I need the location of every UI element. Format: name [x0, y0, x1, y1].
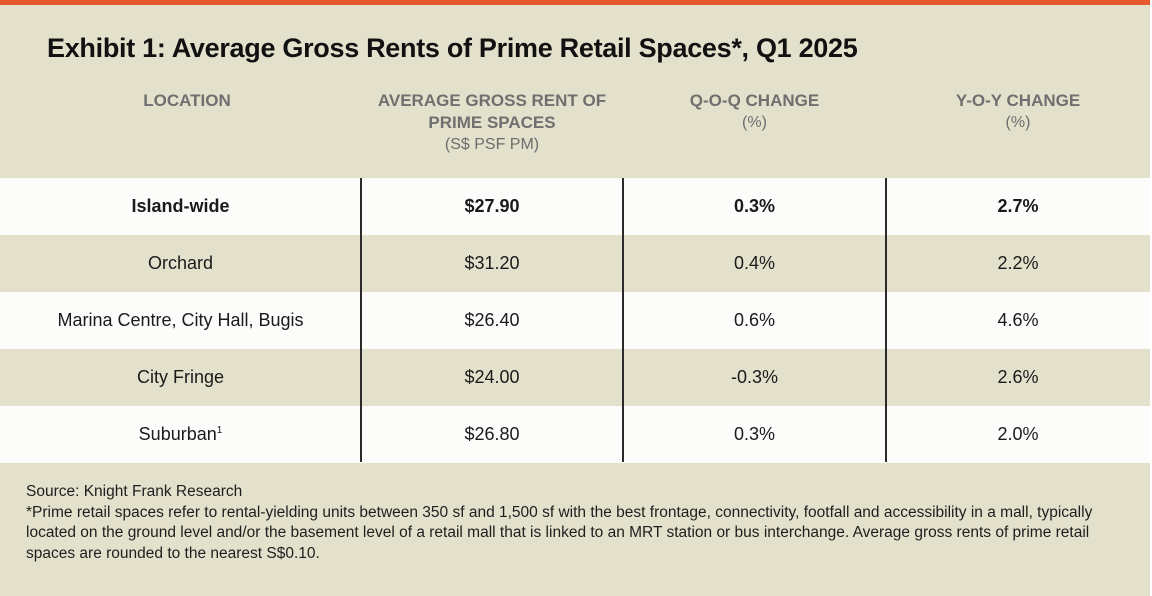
- rents-table: Island-wide $27.90 0.3% 2.7% Orchard $31…: [0, 178, 1150, 463]
- cell-yoy: 4.6%: [997, 310, 1039, 330]
- cell-qoq: 0.6%: [733, 310, 776, 330]
- cell-yoy: 2.6%: [997, 367, 1039, 387]
- notes-section: Source: Knight Frank Research *Prime ret…: [26, 482, 1126, 564]
- cell-location: Suburban1: [0, 406, 361, 463]
- table-header-row: LOCATION AVERAGE GROSS RENT OF PRIME SPA…: [0, 90, 1150, 178]
- table-row: Suburban1 $26.80 0.3% 2.0%: [0, 406, 1150, 463]
- header-rent-label: AVERAGE GROSS RENT OF PRIME SPACES: [377, 91, 607, 132]
- column-divider: [622, 178, 624, 462]
- footnote-text: *Prime retail spaces refer to rental-yie…: [26, 503, 1093, 562]
- location-name: Suburban: [138, 424, 217, 444]
- cell-qoq: 0.3%: [733, 424, 776, 444]
- cell-yoy: 2.0%: [997, 424, 1039, 444]
- cell-rent: $24.00: [464, 367, 520, 387]
- source-note: Source: Knight Frank Research: [26, 483, 243, 500]
- table-row: Orchard $31.20 0.4% 2.2%: [0, 235, 1150, 292]
- cell-qoq: -0.3%: [730, 367, 779, 387]
- cell-rent: $26.40: [464, 310, 520, 330]
- header-yoy-unit: (%): [1005, 114, 1031, 131]
- footnote-marker: 1: [216, 425, 223, 436]
- exhibit-title: Exhibit 1: Average Gross Rents of Prime …: [47, 33, 858, 63]
- table-row: Marina Centre, City Hall, Bugis $26.40 0…: [0, 292, 1150, 349]
- header-qoq-change: Q-O-Q CHANGE (%): [623, 90, 886, 134]
- column-divider: [885, 178, 887, 462]
- cell-rent: $26.80: [464, 424, 520, 444]
- header-yoy-change: Y-O-Y CHANGE (%): [886, 90, 1150, 134]
- table-row: City Fringe $24.00 -0.3% 2.6%: [0, 349, 1150, 406]
- cell-qoq: 0.4%: [733, 253, 776, 273]
- header-yoy-label: Y-O-Y CHANGE: [955, 91, 1081, 110]
- cell-location: City Fringe: [136, 367, 225, 387]
- header-location-label: LOCATION: [143, 91, 231, 110]
- header-rent-unit: (S$ PSF PM): [444, 136, 540, 153]
- cell-location: Marina Centre, City Hall, Bugis: [57, 310, 304, 330]
- cell-qoq: 0.3%: [733, 196, 776, 216]
- header-location: LOCATION: [47, 90, 327, 112]
- cell-rent: $31.20: [464, 253, 520, 273]
- cell-location: Island-wide: [131, 196, 230, 216]
- cell-location: Orchard: [147, 253, 214, 273]
- header-qoq-label: Q-O-Q CHANGE: [689, 91, 820, 110]
- cell-yoy: 2.2%: [997, 253, 1039, 273]
- column-divider: [360, 178, 362, 462]
- header-average-gross-rent: AVERAGE GROSS RENT OF PRIME SPACES (S$ P…: [361, 90, 623, 156]
- cell-rent: $27.90: [464, 196, 520, 216]
- header-qoq-unit: (%): [742, 114, 767, 131]
- table-row: Island-wide $27.90 0.3% 2.7%: [0, 178, 1150, 235]
- accent-bar: [0, 0, 1150, 5]
- cell-yoy: 2.7%: [997, 196, 1039, 216]
